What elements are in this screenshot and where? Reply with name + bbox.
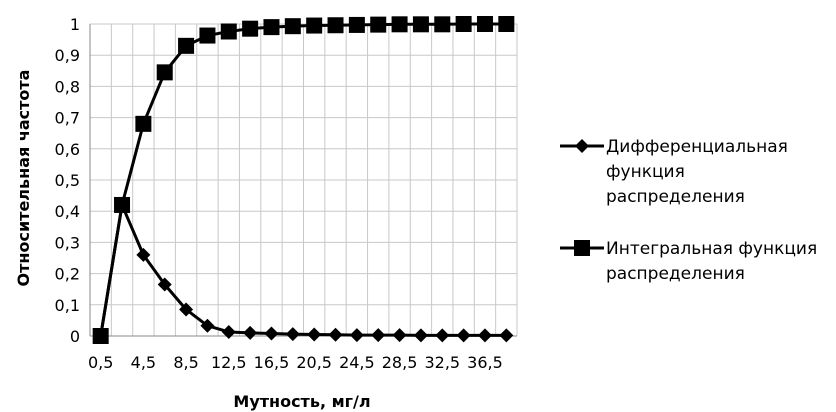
legend-label: функция: [606, 162, 685, 182]
legend-entry-1: Дифференциальная функция распределения: [560, 137, 788, 207]
y-tick-label: 0,7: [55, 109, 80, 128]
x-tick-label: 8,5: [173, 353, 198, 372]
legend-marker-diamond: [575, 139, 589, 153]
data-point-square: [242, 20, 259, 37]
y-tick-label: 0,6: [55, 140, 80, 159]
data-point-diamond: [179, 302, 194, 317]
data-point-square: [412, 16, 429, 33]
y-tick-label: 0: [70, 327, 80, 346]
y-tick-labels: 0 0,1 0,2 0,3 0,4 0,5 0,6 0,7 0,8 0,9 1: [55, 15, 80, 346]
data-point-square: [455, 16, 472, 32]
series-2: [92, 16, 515, 344]
y-tick-label: 0,8: [55, 77, 80, 96]
data-point-square: [391, 16, 408, 33]
legend-label: Дифференциальная: [606, 137, 788, 157]
x-tick-label: 28,5: [382, 353, 418, 372]
y-tick-label: 0,1: [55, 296, 80, 315]
data-point-diamond: [136, 247, 151, 262]
legend-label: распределения: [606, 187, 745, 207]
data-point-square: [156, 64, 173, 81]
y-tick-label: 0,9: [55, 46, 80, 65]
data-point-square: [135, 115, 152, 132]
data-point-square: [284, 18, 301, 35]
data-point-diamond: [243, 325, 258, 340]
legend: ДифференциальнаяфункцияраспределенияИнте…: [560, 137, 817, 284]
data-point-diamond: [157, 277, 172, 292]
data-point-square: [178, 37, 195, 54]
data-point-square: [92, 328, 109, 344]
data-point-square: [348, 16, 365, 33]
data-point-square: [220, 23, 237, 40]
data-point-square: [327, 17, 344, 34]
data-point-diamond: [499, 328, 514, 343]
data-point-diamond: [413, 328, 428, 343]
data-point-diamond: [477, 328, 492, 343]
x-axis-title: Мутность, мг/л: [233, 392, 370, 411]
data-point-square: [199, 27, 216, 44]
legend-label: распределения: [606, 264, 745, 284]
data-point-diamond: [392, 328, 407, 343]
x-tick-labels: 0,5 4,5 8,5 12,5 16,5 20,5 24,5 28,5 32,5 36,5: [88, 353, 503, 372]
data-point-square: [263, 19, 280, 36]
data-point-diamond: [221, 324, 236, 339]
data-point-diamond: [307, 327, 322, 342]
data-point-square: [434, 16, 451, 33]
legend-entry-2: Интегральная функция распределения: [560, 239, 817, 284]
y-tick-label: 0,4: [55, 202, 80, 221]
data-point-diamond: [349, 328, 364, 343]
data-point-square: [476, 16, 493, 32]
data-point-square: [370, 16, 387, 33]
data-point-diamond: [371, 328, 386, 343]
x-tick-label: 16,5: [254, 353, 290, 372]
x-tick-label: 20,5: [296, 353, 332, 372]
y-tick-label: 0,3: [55, 233, 80, 252]
data-point-diamond: [200, 318, 215, 333]
data-point-square: [498, 16, 515, 32]
y-tick-label: 1: [70, 15, 80, 34]
data-point-diamond: [435, 328, 450, 343]
series-layer: [92, 16, 515, 344]
legend-label: Интегральная функция: [606, 239, 817, 259]
data-point-diamond: [285, 327, 300, 342]
legend-marker-square: [574, 240, 590, 256]
grid: [89, 23, 518, 337]
x-tick-label: 12,5: [211, 353, 247, 372]
y-tick-label: 0,5: [55, 171, 80, 190]
x-tick-label: 36,5: [467, 353, 503, 372]
data-point-diamond: [328, 327, 343, 342]
y-axis-title: Относительная частота: [14, 70, 33, 287]
data-point-diamond: [456, 328, 471, 343]
x-tick-label: 32,5: [424, 353, 460, 372]
y-tick-label: 0,2: [55, 265, 80, 284]
x-tick-label: 24,5: [339, 353, 375, 372]
x-tick-label: 0,5: [88, 353, 113, 372]
x-tick-label: 4,5: [131, 353, 156, 372]
data-point-diamond: [264, 326, 279, 341]
data-point-square: [306, 17, 323, 34]
data-point-square: [114, 196, 131, 213]
